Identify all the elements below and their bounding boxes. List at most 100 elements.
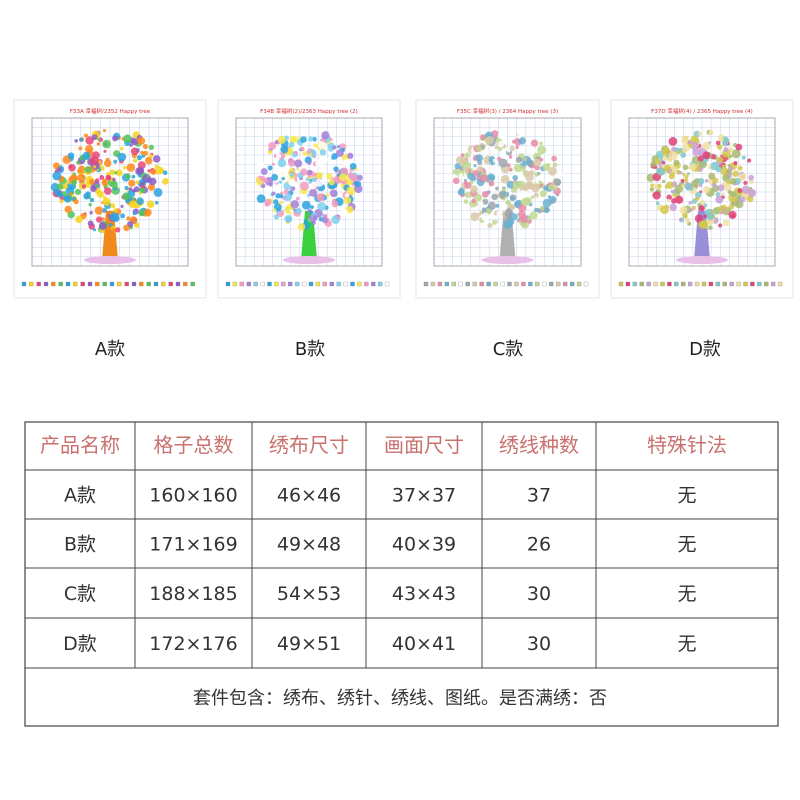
tree-dot bbox=[310, 205, 314, 210]
tree-dot bbox=[343, 196, 352, 205]
tree-dot bbox=[475, 154, 484, 162]
tree-dot bbox=[518, 203, 527, 213]
tree-dot bbox=[528, 170, 535, 176]
color-key bbox=[667, 281, 672, 287]
tree-dot bbox=[135, 180, 140, 185]
tree-dot bbox=[277, 158, 287, 168]
color-key bbox=[750, 281, 755, 287]
color-key bbox=[329, 281, 334, 287]
tree-dot bbox=[716, 144, 723, 150]
tree-dot bbox=[275, 153, 282, 159]
tree-dot bbox=[260, 168, 268, 175]
tree-dot bbox=[487, 222, 493, 229]
tree-dot bbox=[338, 173, 347, 182]
tree-dot bbox=[689, 162, 697, 171]
tree-dot bbox=[726, 168, 732, 175]
tree-dot bbox=[133, 222, 140, 229]
tree-dot bbox=[697, 131, 702, 136]
tree-dot bbox=[485, 136, 494, 144]
tree-dot bbox=[307, 169, 313, 176]
color-key bbox=[722, 281, 727, 287]
tree-dot bbox=[688, 143, 693, 148]
tree-dot bbox=[548, 183, 555, 191]
color-key bbox=[542, 281, 547, 287]
tree-dot bbox=[467, 172, 475, 180]
tree-dot bbox=[83, 133, 89, 138]
table-cell: 无 bbox=[677, 633, 696, 655]
tree-dot bbox=[148, 144, 155, 150]
tree-dot bbox=[103, 187, 112, 195]
table-cell: 172×176 bbox=[149, 633, 237, 655]
tree-dot bbox=[705, 179, 709, 183]
tree-dot bbox=[495, 223, 500, 228]
tree-dot bbox=[312, 136, 317, 142]
tree-dot bbox=[542, 198, 552, 208]
tree-dot bbox=[506, 148, 511, 153]
tree-dot bbox=[670, 189, 675, 194]
color-key bbox=[253, 281, 258, 287]
color-key bbox=[688, 281, 693, 287]
tree-dot bbox=[111, 228, 116, 233]
tree-dot bbox=[524, 197, 532, 205]
tree-dot bbox=[501, 187, 506, 192]
tree-dot bbox=[506, 163, 511, 168]
tree-dot bbox=[114, 171, 118, 175]
tree-dot bbox=[735, 143, 743, 151]
color-key bbox=[777, 281, 783, 287]
tree-dot bbox=[656, 167, 665, 176]
tree-dot bbox=[646, 173, 655, 182]
pattern-title: F35C 幸福树(3) / 2364 Happy tree (3) bbox=[457, 107, 558, 115]
tree-dot bbox=[463, 199, 469, 204]
tree-dot bbox=[140, 150, 144, 155]
color-key bbox=[43, 281, 49, 287]
tree-dot bbox=[552, 162, 558, 168]
tree-dot bbox=[74, 139, 78, 143]
tree-dot bbox=[688, 207, 693, 212]
color-key bbox=[260, 281, 265, 287]
tree-dot bbox=[500, 174, 510, 184]
tree-dot bbox=[474, 193, 483, 202]
tree-dot bbox=[123, 134, 132, 144]
color-key bbox=[117, 281, 122, 287]
tree-dot bbox=[717, 184, 725, 192]
tree-dot bbox=[110, 203, 116, 209]
tree-dot bbox=[103, 159, 112, 168]
tree-dot bbox=[328, 179, 335, 186]
tree-dot bbox=[497, 141, 505, 148]
tree-dot bbox=[492, 158, 497, 163]
tree-dot bbox=[109, 223, 113, 227]
table-footer: 套件包含：绣布、绣针、绣线、图纸。是否满绣：否 bbox=[193, 688, 607, 709]
tree-dot bbox=[349, 162, 357, 170]
tree-dot bbox=[452, 168, 459, 175]
color-key bbox=[729, 281, 734, 287]
spec-table: 产品名称 格子总数 绣布尺寸 画面尺寸 绣线种数 特殊针法 A款 160×160 46×46 37… bbox=[24, 421, 779, 727]
tree-dot bbox=[720, 138, 724, 142]
tree-dot bbox=[691, 205, 697, 211]
tree-dot bbox=[329, 189, 338, 198]
tree-dot bbox=[487, 201, 496, 210]
color-key bbox=[653, 281, 658, 287]
tree-dot bbox=[708, 225, 713, 231]
tree-dot bbox=[132, 211, 137, 216]
table-cell: 49×51 bbox=[277, 633, 341, 655]
tree-dot bbox=[336, 149, 344, 157]
color-key bbox=[274, 281, 279, 287]
tree-dot bbox=[300, 136, 307, 143]
table-cell: 46×46 bbox=[277, 485, 341, 507]
tree-dot bbox=[144, 156, 153, 165]
tree-dot bbox=[137, 173, 142, 178]
tree-dot bbox=[741, 155, 746, 160]
tree-dot bbox=[664, 184, 669, 189]
tree-dot bbox=[268, 141, 277, 150]
tree-dot bbox=[355, 181, 362, 188]
tree-dot bbox=[120, 213, 126, 219]
color-key bbox=[694, 281, 700, 287]
color-key bbox=[472, 281, 477, 287]
tree-dot bbox=[732, 170, 739, 178]
table-cell: 188×185 bbox=[149, 583, 237, 605]
tree-dot bbox=[337, 215, 341, 220]
tree-dot bbox=[721, 149, 731, 158]
tree-dot bbox=[277, 136, 286, 144]
tree-dot bbox=[518, 136, 527, 145]
tree-dot bbox=[508, 141, 513, 146]
